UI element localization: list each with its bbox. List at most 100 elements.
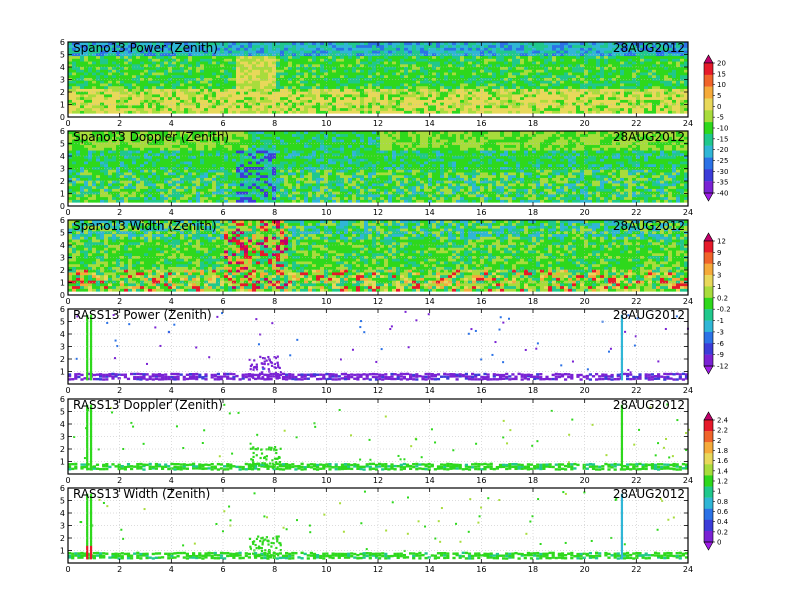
data-cell [184, 191, 188, 194]
data-cell [336, 86, 340, 89]
data-cell [280, 102, 284, 105]
data-cell [328, 105, 332, 108]
data-cell [460, 97, 464, 100]
data-cell [352, 91, 356, 94]
data-cell [488, 47, 492, 50]
data-cell [512, 80, 516, 83]
data-cell [284, 61, 288, 64]
data-cell [668, 80, 672, 83]
data-cell [616, 89, 620, 92]
data-cell [172, 72, 176, 75]
data-cell [80, 61, 84, 64]
data-cell [624, 72, 628, 75]
data-cell [480, 58, 484, 61]
data-cell [80, 191, 84, 194]
data-cell [88, 89, 92, 92]
data-cell [92, 94, 96, 97]
data-cell [504, 61, 508, 64]
data-cell [88, 58, 92, 61]
data-cell [192, 188, 196, 191]
data-cell [200, 158, 204, 161]
data-cell [344, 99, 348, 102]
data-cell [100, 69, 104, 72]
data-cell [596, 75, 600, 78]
data-cell [188, 164, 192, 167]
data-cell [296, 102, 300, 105]
data-cell [576, 89, 580, 92]
data-cell [508, 69, 512, 72]
data-cell [80, 188, 84, 191]
data-cell [588, 97, 592, 100]
data-cell [364, 64, 368, 67]
data-cell [80, 99, 84, 102]
data-cell [564, 45, 568, 48]
data-cell [244, 61, 248, 64]
data-cell [204, 58, 208, 61]
data-cell [292, 56, 296, 59]
data-cell [564, 75, 568, 78]
data-cell [284, 108, 288, 111]
data-cell [124, 180, 128, 183]
data-cell [396, 69, 400, 72]
data-cell [484, 89, 488, 92]
data-cell [88, 69, 92, 72]
data-cell [404, 78, 408, 81]
data-cell [184, 69, 188, 72]
data-cell [412, 99, 416, 102]
data-cell [572, 97, 576, 100]
data-cell [148, 197, 152, 200]
data-cell [188, 150, 192, 153]
data-cell [512, 47, 516, 50]
data-cell [92, 167, 96, 170]
data-cell [520, 78, 524, 81]
data-cell [280, 61, 284, 64]
data-cell [172, 175, 176, 178]
data-cell [576, 45, 580, 48]
data-cell [120, 158, 124, 161]
data-cell [500, 108, 504, 111]
data-cell [296, 83, 300, 86]
data-cell [432, 80, 436, 83]
data-cell [672, 58, 676, 61]
data-cell [652, 108, 656, 111]
data-cell [112, 69, 116, 72]
data-cell [484, 72, 488, 75]
data-cell [264, 47, 268, 50]
data-cell [200, 199, 204, 202]
data-cell [352, 110, 356, 113]
data-cell [196, 161, 200, 164]
data-cell [188, 69, 192, 72]
data-cell [500, 45, 504, 48]
data-cell [596, 56, 600, 59]
data-cell [72, 72, 76, 75]
data-cell [540, 58, 544, 61]
data-cell [272, 47, 276, 50]
data-cell [180, 164, 184, 167]
data-cell [328, 75, 332, 78]
data-cell [420, 50, 424, 53]
data-cell [100, 80, 104, 83]
data-cell [560, 94, 564, 97]
data-cell [76, 97, 80, 100]
data-cell [148, 156, 152, 159]
data-cell [636, 64, 640, 67]
data-cell [92, 194, 96, 197]
data-cell [260, 50, 264, 53]
data-cell [476, 108, 480, 111]
data-cell [252, 61, 256, 64]
data-cell [124, 99, 128, 102]
data-cell [600, 94, 604, 97]
data-cell [100, 75, 104, 78]
data-cell [152, 145, 156, 148]
data-cell [432, 56, 436, 59]
data-cell [536, 69, 540, 72]
data-cell [104, 172, 108, 175]
data-cell [244, 53, 248, 56]
data-cell [180, 188, 184, 191]
data-cell [72, 64, 76, 67]
data-cell [368, 80, 372, 83]
data-cell [624, 97, 628, 100]
data-cell [68, 150, 72, 153]
data-cell [652, 69, 656, 72]
